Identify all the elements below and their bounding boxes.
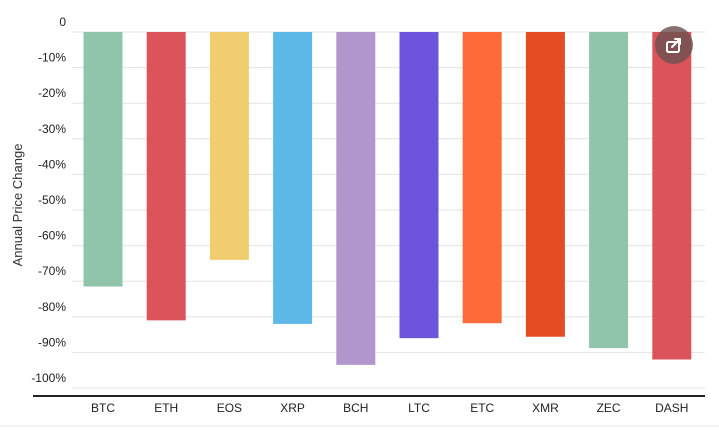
x-tick-label: ETC xyxy=(470,401,494,415)
x-tick-label: BTC xyxy=(91,401,115,415)
y-tick-label: -70% xyxy=(38,264,66,278)
x-tick-label: XRP xyxy=(280,401,305,415)
x-tick-label: XMR xyxy=(532,401,559,415)
y-axis-title: Annual Price Change xyxy=(10,144,25,267)
x-tick-label: EOS xyxy=(217,401,242,415)
bar-xmr[interactable] xyxy=(525,32,565,337)
share-button[interactable] xyxy=(655,26,693,64)
x-tick-label: BCH xyxy=(343,401,368,415)
y-tick-label: 0 xyxy=(59,15,66,29)
y-axis-ticks: 0 -10% -20% -30% -40% -50% -60% -70% -80% -90% -10… xyxy=(31,15,66,385)
x-tick-label: ZEC xyxy=(597,401,621,415)
share-icon xyxy=(666,38,681,53)
y-tick-label: -40% xyxy=(38,157,66,171)
y-tick-label: -60% xyxy=(38,229,66,243)
y-tick-label: -100% xyxy=(31,371,66,385)
bar-etc[interactable] xyxy=(462,32,502,324)
bar-ltc[interactable] xyxy=(399,32,439,339)
x-tick-label: DASH xyxy=(655,401,688,415)
bar-dash[interactable] xyxy=(652,32,692,360)
bar-btc[interactable] xyxy=(83,32,123,287)
x-tick-label: LTC xyxy=(408,401,430,415)
bar-zec[interactable] xyxy=(589,32,629,349)
x-tick-label: ETH xyxy=(154,401,178,415)
bar-bch[interactable] xyxy=(336,32,376,365)
y-tick-label: -10% xyxy=(38,51,66,65)
y-tick-label: -30% xyxy=(38,122,66,136)
bar-eth[interactable] xyxy=(146,32,186,321)
x-axis-labels: BTC ETH EOS XRP BCH LTC ETC XMR ZEC DASH xyxy=(91,401,688,415)
y-tick-label: -80% xyxy=(38,300,66,314)
bars xyxy=(83,32,692,365)
bar-xrp[interactable] xyxy=(273,32,313,324)
y-tick-label: -20% xyxy=(38,86,66,100)
bar-eos[interactable] xyxy=(209,32,249,260)
y-tick-label: -90% xyxy=(38,335,66,349)
y-tick-label: -50% xyxy=(38,193,66,207)
